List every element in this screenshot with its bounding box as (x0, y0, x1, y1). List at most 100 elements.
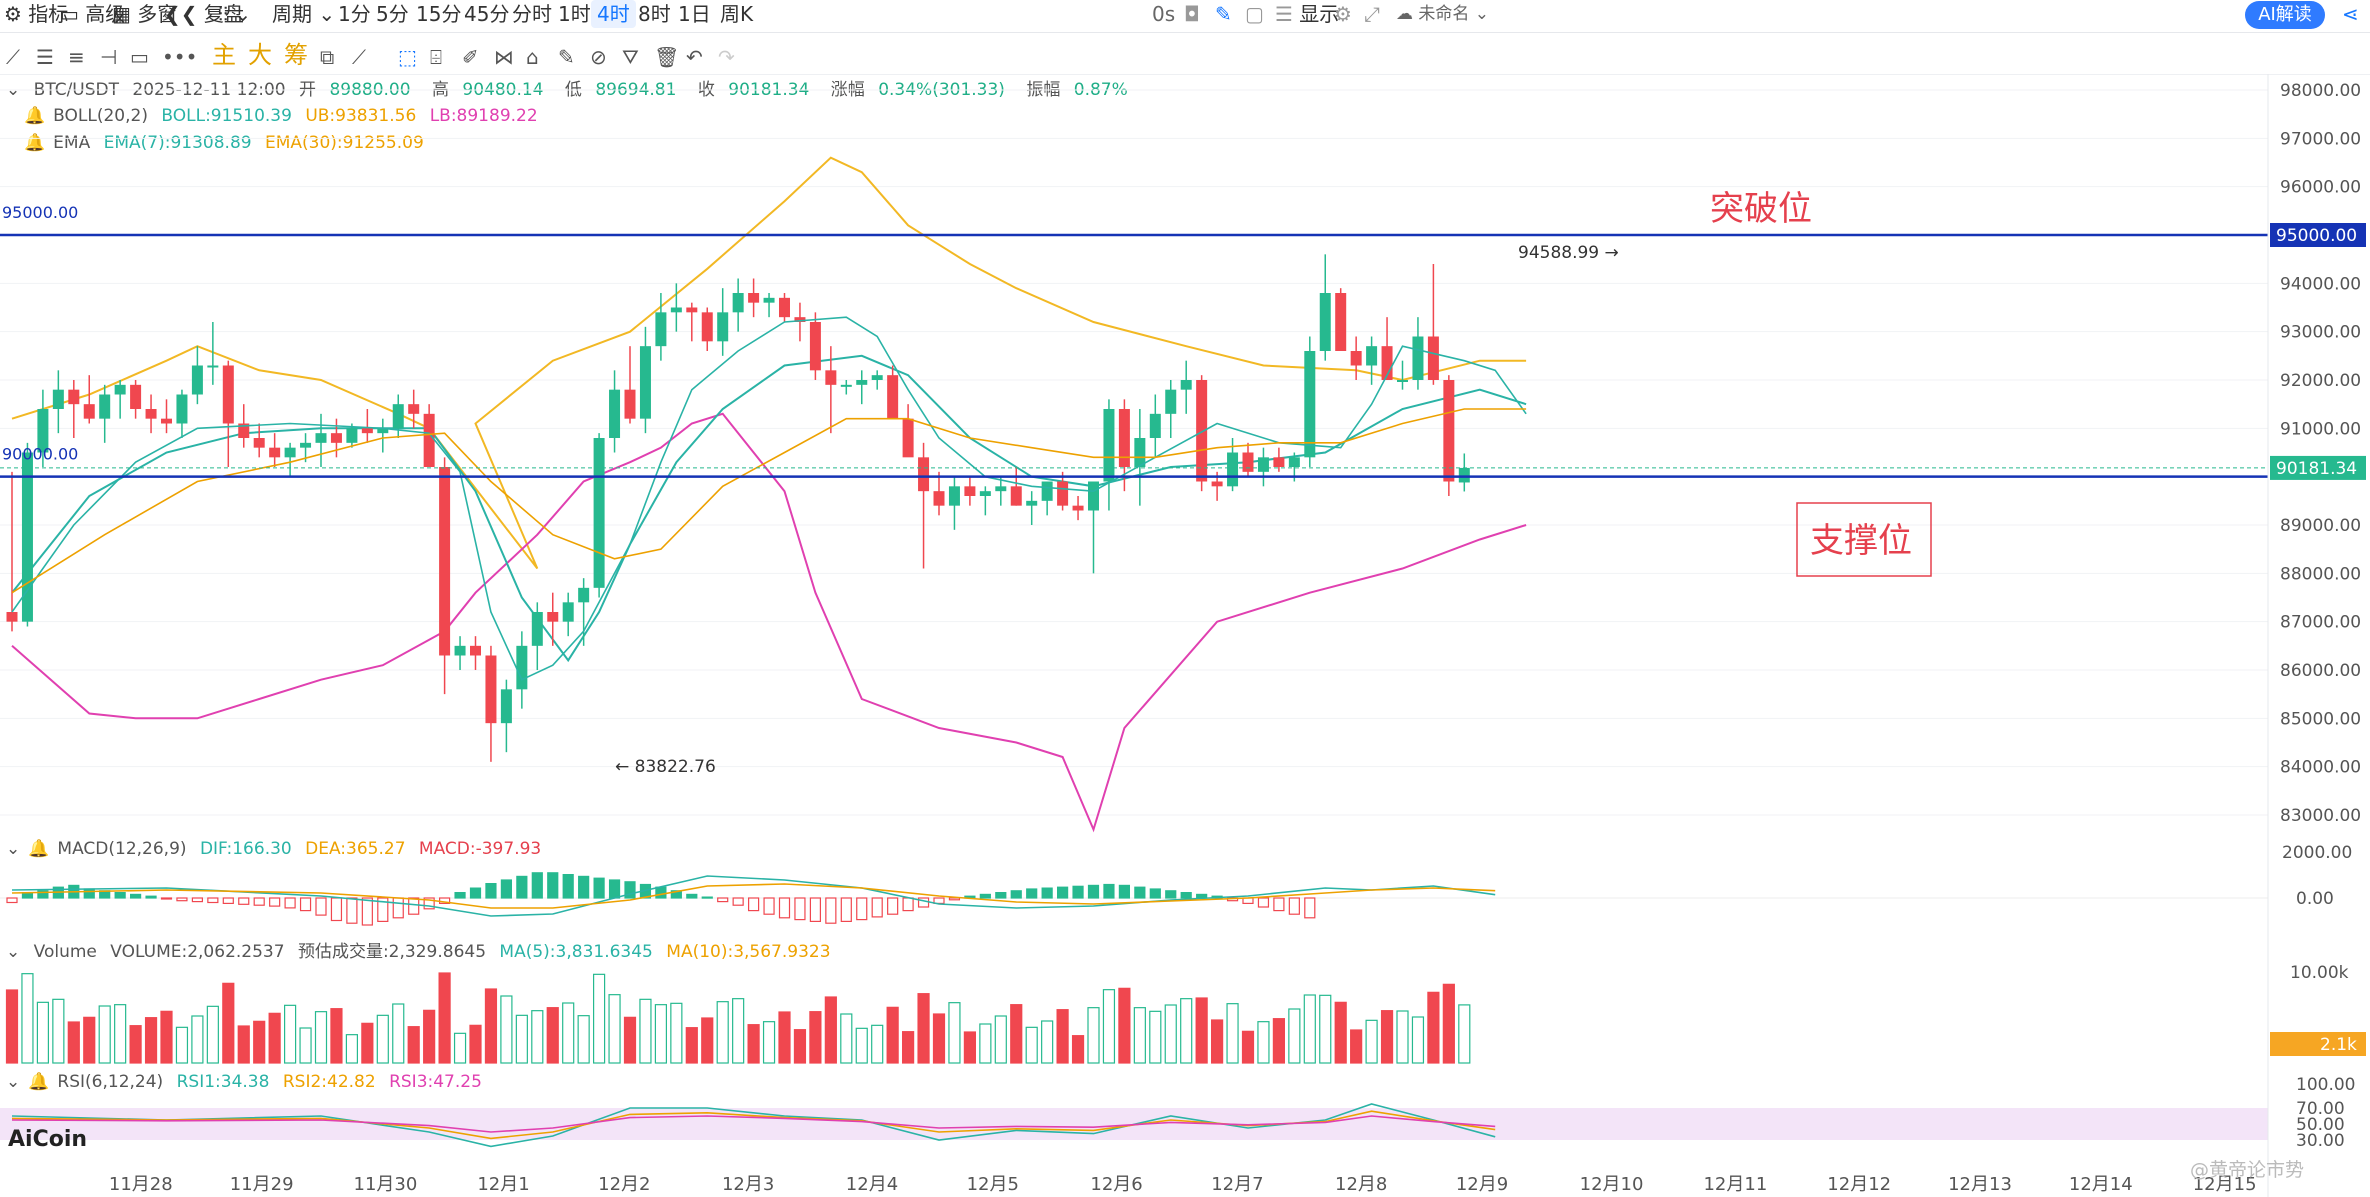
candlestick-chart[interactable]: 83000.00 84000.00 85000.00 86000.00 87000.00… (0, 74, 2370, 1197)
advanced-button[interactable]: ▭ 高级 (60, 2, 126, 26)
measure-tool-icon[interactable]: ⧉ (320, 45, 335, 69)
indicators-button[interactable]: ⚙ 指标 (4, 2, 69, 26)
ai-analysis-button[interactable]: AI解读 (2245, 1, 2325, 29)
macd-bar (454, 891, 466, 899)
ruler-tool-icon[interactable]: ⌹ (430, 45, 442, 69)
interval-timeshare[interactable]: 分时 (512, 2, 552, 26)
magnet-tool-icon[interactable]: ⋈ (494, 45, 514, 69)
candle-body (161, 418, 172, 424)
volume-bar (1427, 991, 1440, 1064)
interval-45m[interactable]: 45分 (464, 2, 510, 26)
display-button[interactable]: ☰ 显示 (1275, 0, 1339, 28)
volume-bar (1025, 1026, 1038, 1064)
x-tick-label: 11月30 (354, 1174, 418, 1195)
pen-icon[interactable]: ✎ (1215, 2, 1232, 26)
edit-tool-icon[interactable]: ✎ (558, 45, 575, 69)
lock-tool-icon[interactable]: ⌂ (526, 45, 539, 69)
candle-body (1118, 409, 1130, 467)
macd-dea-line (11, 883, 1496, 909)
volume-bar (83, 1016, 96, 1064)
macd-bar (593, 877, 605, 899)
more-tools-icon[interactable]: ••• (162, 45, 198, 69)
interval-4h[interactable]: 4时 (591, 0, 636, 28)
interval-15m[interactable]: 15分 (416, 2, 462, 26)
interval-1m[interactable]: 1分 (338, 2, 371, 26)
candle-body (1180, 380, 1192, 390)
chart-type-button[interactable]: ⫶⫶ ⌄ (218, 2, 252, 26)
macd-bar (160, 897, 173, 900)
volume-bar (314, 1011, 328, 1064)
candle-body (1381, 346, 1393, 380)
volume-bar (639, 998, 652, 1064)
macd-bar (284, 897, 296, 909)
period-dropdown[interactable]: 周期 ⌄ (272, 0, 335, 28)
interval-weekly[interactable]: 周K (720, 2, 754, 26)
price-axis: 83000.00 84000.00 85000.00 86000.00 87000.00… (2267, 74, 2366, 1197)
trend-tool-icon[interactable]: ⟋ (352, 45, 366, 69)
collapse-icon[interactable]: ⌄ (6, 1072, 21, 1092)
macd-bar (145, 895, 157, 899)
boll-lower-line (11, 412, 1527, 833)
price-tick-label: 98000.00 (2280, 81, 2361, 101)
price-tick-label: 87000.00 (2280, 613, 2361, 633)
price-tick-label: 92000.00 (2280, 371, 2361, 391)
interval-5m[interactable]: 5分 (376, 2, 409, 26)
candle-body (748, 293, 760, 303)
macd-bar (902, 897, 914, 912)
replay-button[interactable]: ❮❮ 复盘 (164, 2, 244, 26)
volume-bar (1133, 1007, 1146, 1064)
price-tick-label: 85000.00 (2280, 709, 2361, 729)
cursor-tool-icon[interactable]: ⬚ (398, 45, 417, 69)
macd-panel (0, 872, 2268, 926)
interval-1h[interactable]: 1时 (558, 2, 591, 26)
candle-body (686, 307, 698, 313)
x-tick-label: 12月15 (2193, 1174, 2257, 1195)
candle-body (1366, 346, 1378, 366)
collapse-icon[interactable]: ⌄ (6, 942, 21, 962)
candle-body (1088, 481, 1099, 511)
bell-icon[interactable]: 🔔 (24, 106, 46, 126)
trash-icon[interactable]: 🗑 (654, 45, 680, 69)
brush-tool-icon[interactable]: ✐ (462, 45, 479, 69)
channel-tool-icon[interactable]: ≡ (68, 45, 85, 69)
redo-icon[interactable]: ↷ (718, 45, 735, 69)
interval-8h[interactable]: 8时 (638, 2, 671, 26)
rect-tool-icon[interactable]: ▭ (130, 45, 149, 69)
volume-bar (732, 998, 745, 1064)
chips-button[interactable]: 筹 (284, 41, 308, 69)
filter-tool-icon[interactable]: ⛛ (622, 45, 639, 69)
candle-body (500, 689, 512, 724)
line-label-90000: 90000.00 (2, 445, 78, 464)
line-tool-icon[interactable]: ⟋ (6, 45, 20, 69)
macd-bar (176, 897, 188, 902)
fullscreen-icon[interactable]: ⤢ (1364, 2, 1380, 26)
share-icon[interactable]: ⋖ (2342, 2, 2359, 26)
main-chart-button[interactable]: 主 (212, 41, 236, 69)
big-order-button[interactable]: 大 (248, 41, 272, 69)
layout-dropdown[interactable]: ☁ 未命名 ⌄ (1396, 4, 1490, 24)
multi-window-button[interactable]: ▦ 多窗 (112, 2, 178, 26)
parallel-tool-icon[interactable]: ☰ (36, 45, 54, 69)
rsi-line (11, 1115, 1496, 1133)
window-icon[interactable]: ▢ (1245, 2, 1264, 26)
volume-bar (175, 1026, 189, 1064)
macd-bar (778, 897, 791, 919)
volume-bar (1210, 1019, 1224, 1064)
boll-upper: UB:93831.56 (305, 106, 417, 126)
settings-icon[interactable]: ⚙ (1334, 2, 1352, 26)
tag-tool-icon[interactable]: ⊘ (590, 45, 607, 69)
macd-bar (485, 882, 497, 899)
rsi1-value: RSI1:34.38 (176, 1072, 270, 1092)
macd-bar (222, 897, 234, 905)
collapse-icon[interactable]: ⌄ (6, 839, 21, 859)
candle-body (300, 442, 312, 448)
hline-tool-icon[interactable]: ⊣ (100, 45, 118, 69)
bell-icon[interactable]: 🔔 (28, 839, 50, 859)
candle-body (392, 404, 404, 429)
volume-bar (886, 1006, 899, 1064)
macd-bar (1273, 897, 1285, 912)
interval-1d[interactable]: 1日 (678, 2, 711, 26)
bell-icon[interactable]: 🔔 (28, 1072, 50, 1092)
camera-icon[interactable]: ◘ (1184, 2, 1200, 26)
undo-icon[interactable]: ↶ (686, 45, 703, 69)
